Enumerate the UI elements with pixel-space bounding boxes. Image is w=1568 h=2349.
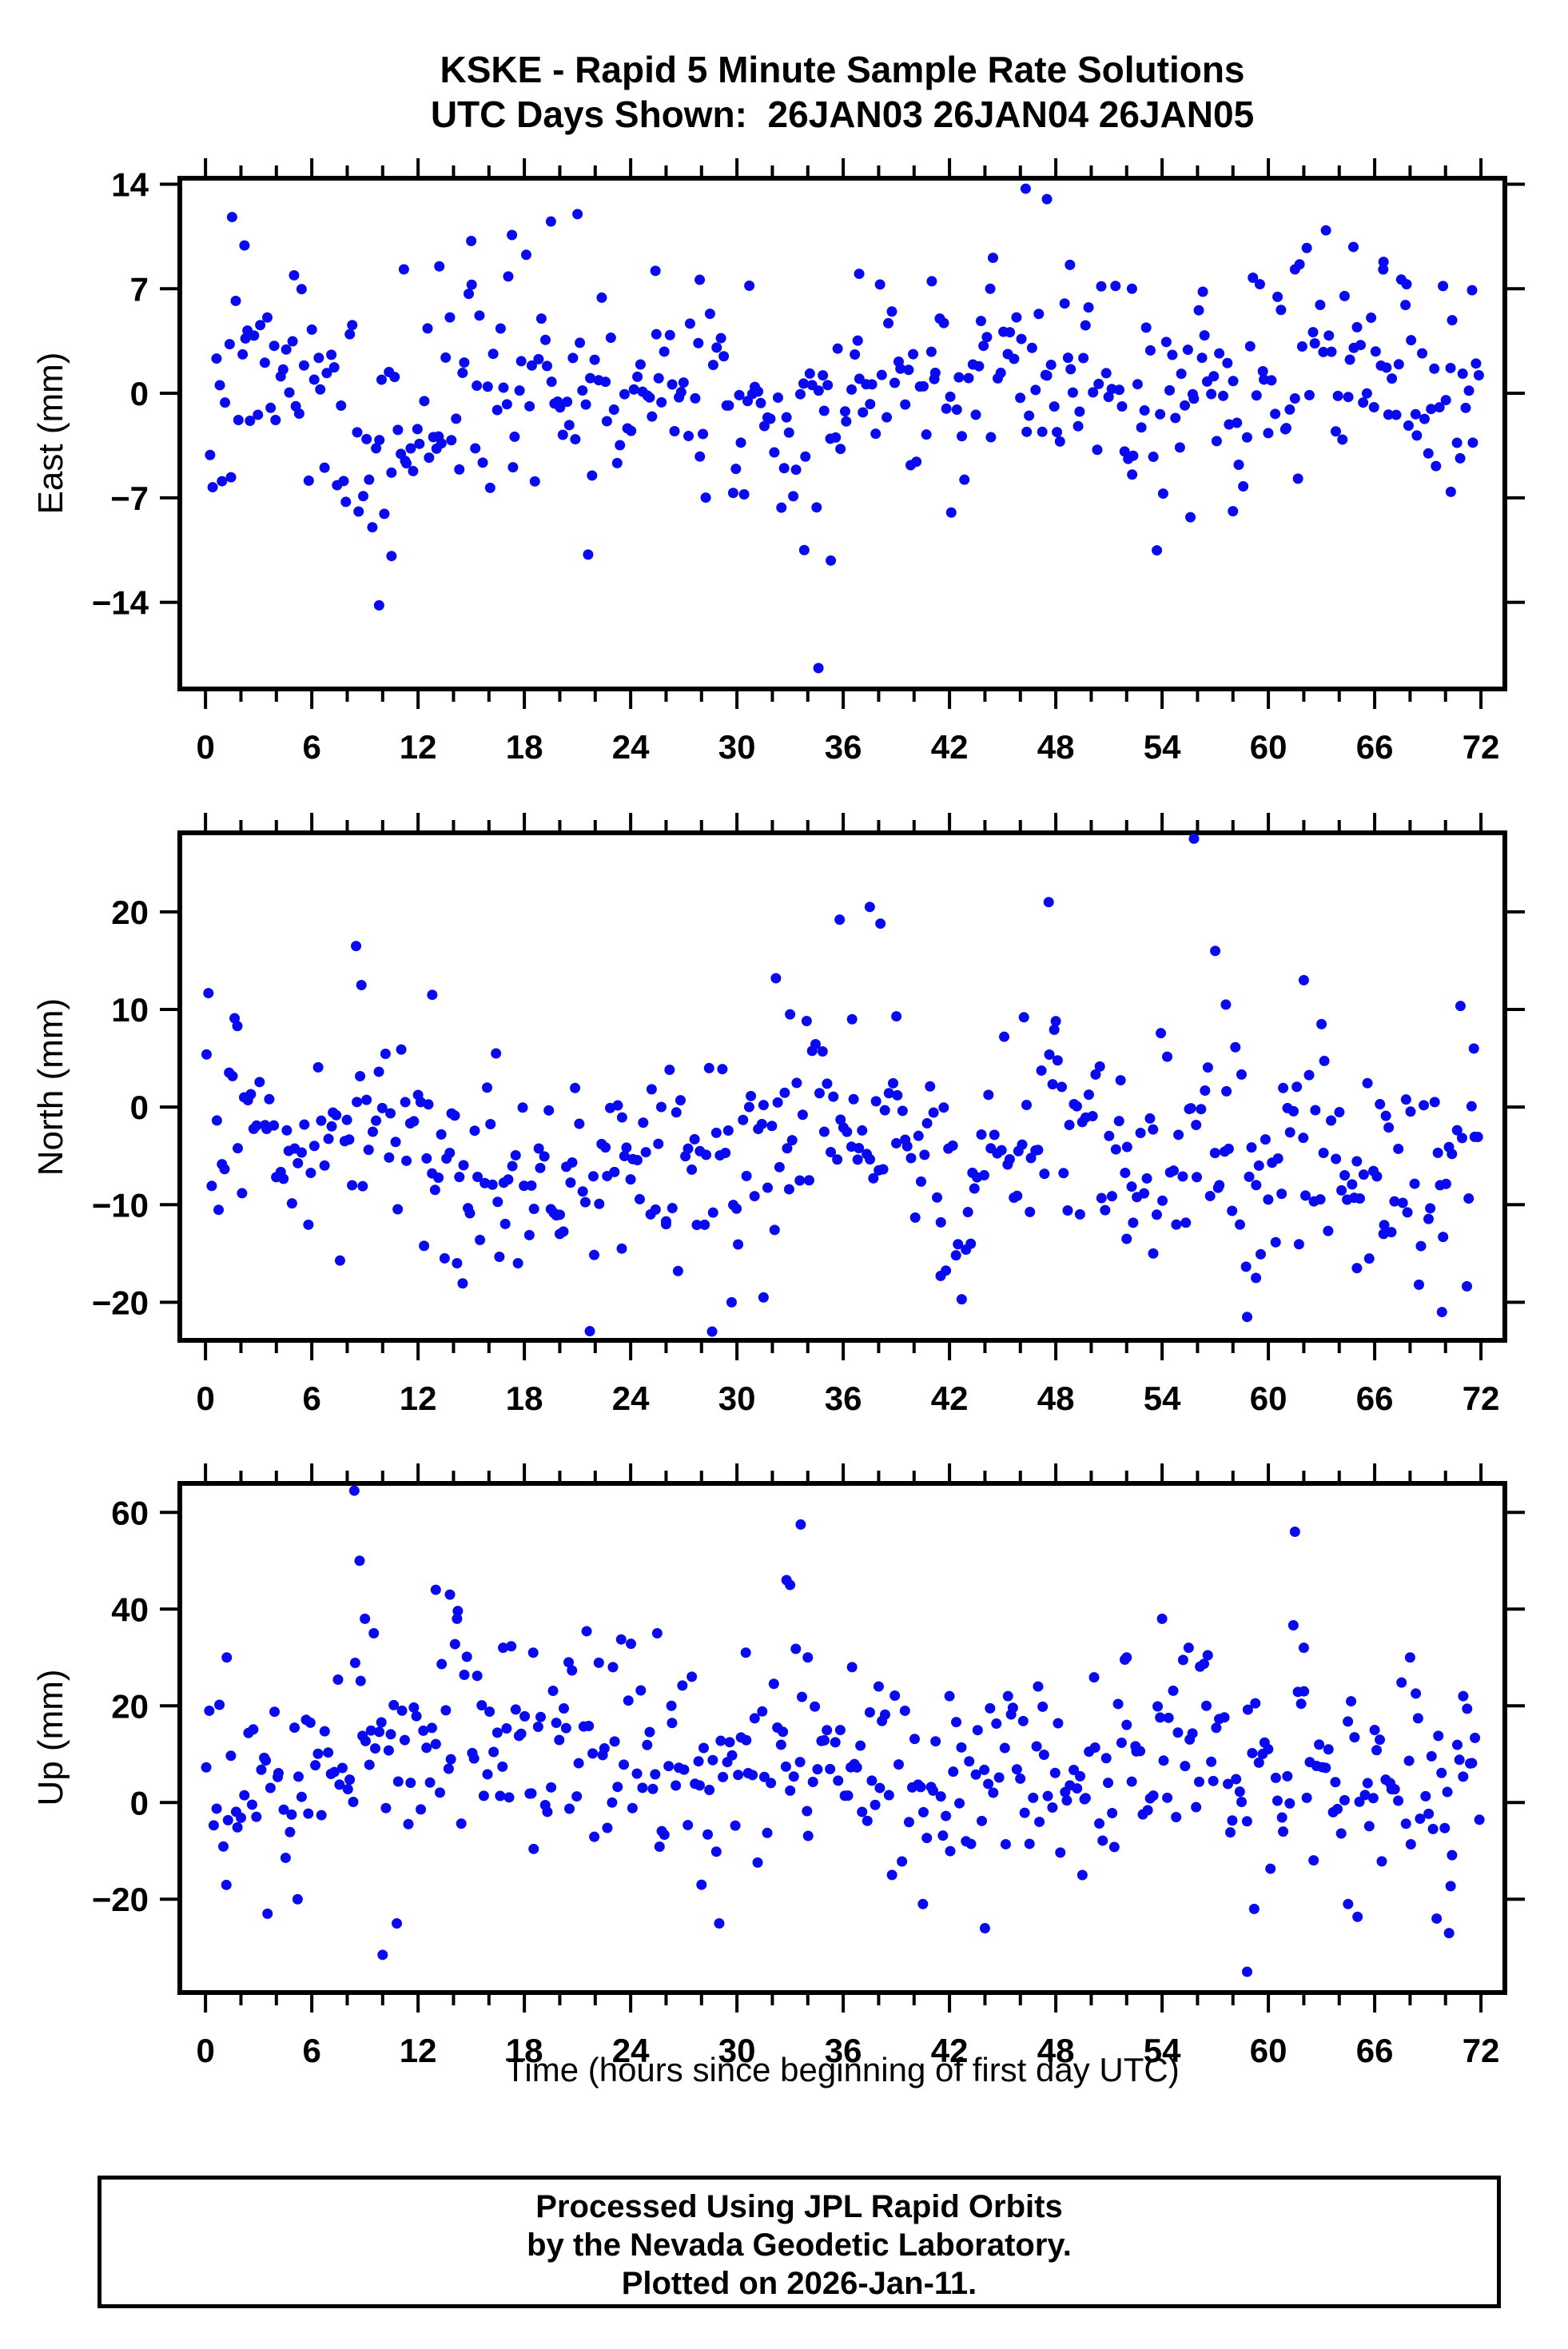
svg-text:66: 66: [1356, 1380, 1394, 1417]
svg-text:18: 18: [506, 728, 543, 766]
svg-text:20: 20: [111, 1687, 149, 1725]
svg-text:40: 40: [111, 1591, 149, 1628]
panel-east: 0 6 12 18 24 30 36 42 48 54 60 66 72 14 7 0 −7 −14: [92, 158, 1525, 766]
x-axis-title: Time (hours since beginning of first day…: [505, 2051, 1180, 2088]
svg-text:6: 6: [302, 1380, 320, 1417]
svg-text:0: 0: [196, 2032, 214, 2069]
svg-text:10: 10: [111, 991, 149, 1029]
svg-text:36: 36: [825, 1380, 862, 1417]
svg-text:−7: −7: [110, 480, 149, 517]
svg-text:30: 30: [718, 1380, 756, 1417]
svg-text:6: 6: [302, 728, 320, 766]
svg-text:18: 18: [506, 2032, 543, 2069]
y-axis-title-up: Up (mm): [31, 1669, 70, 1806]
svg-text:72: 72: [1463, 1380, 1500, 1417]
svg-text:14: 14: [111, 165, 149, 203]
svg-text:36: 36: [825, 2032, 862, 2069]
footer-line: Plotted on 2026-Jan-11.: [621, 2266, 977, 2301]
svg-text:18: 18: [506, 1380, 543, 1417]
svg-text:−20: −20: [92, 1284, 149, 1321]
svg-text:7: 7: [130, 270, 149, 308]
svg-text:60: 60: [111, 1494, 149, 1531]
svg-text:30: 30: [718, 728, 756, 766]
svg-text:54: 54: [1144, 1380, 1181, 1417]
svg-text:0: 0: [196, 728, 214, 766]
svg-text:24: 24: [612, 1380, 650, 1417]
svg-text:66: 66: [1356, 728, 1394, 766]
svg-text:54: 54: [1144, 728, 1181, 766]
svg-text:42: 42: [931, 728, 969, 766]
svg-text:0: 0: [130, 1784, 149, 1821]
svg-text:48: 48: [1037, 728, 1075, 766]
svg-text:24: 24: [612, 2032, 650, 2069]
svg-text:54: 54: [1144, 2032, 1181, 2069]
svg-text:0: 0: [196, 1380, 214, 1417]
panel-up: 0 6 12 18 24 30 36 42 48 54 60 66 72 60 40 20 0 −20: [92, 1463, 1525, 2069]
svg-text:−10: −10: [92, 1186, 149, 1224]
svg-text:−14: −14: [92, 584, 149, 622]
svg-text:36: 36: [825, 728, 862, 766]
svg-text:12: 12: [400, 728, 437, 766]
svg-text:60: 60: [1250, 1380, 1287, 1417]
y-axis-title-north: North (mm): [31, 997, 70, 1176]
svg-text:60: 60: [1250, 728, 1287, 766]
svg-text:0: 0: [130, 375, 149, 412]
svg-text:24: 24: [612, 728, 650, 766]
svg-text:72: 72: [1463, 2032, 1500, 2069]
panel-north: 0 6 12 18 24 30 36 42 48 54 60 66 72 20 10 0 −10 −20: [92, 813, 1525, 1417]
svg-text:−20: −20: [92, 1881, 149, 1918]
svg-text:60: 60: [1250, 2032, 1287, 2069]
page-title: KSKE - Rapid 5 Minute Sample Rate Soluti…: [440, 49, 1245, 90]
svg-text:42: 42: [931, 1380, 969, 1417]
svg-text:30: 30: [718, 2032, 756, 2069]
svg-text:42: 42: [931, 2032, 969, 2069]
svg-text:72: 72: [1463, 728, 1500, 766]
footer-credit-box: Processed Using JPL Rapid Orbits by the …: [98, 2176, 1501, 2308]
svg-text:48: 48: [1037, 2032, 1075, 2069]
page-subtitle: UTC Days Shown: 26JAN03 26JAN04 26JAN05: [430, 94, 1255, 135]
svg-text:0: 0: [130, 1089, 149, 1126]
svg-text:66: 66: [1356, 2032, 1394, 2069]
y-axis-title-east: East (mm): [31, 352, 70, 515]
footer-line: by the Nevada Geodetic Laboratory.: [527, 2228, 1072, 2263]
svg-text:6: 6: [302, 2032, 320, 2069]
svg-text:20: 20: [111, 894, 149, 931]
svg-text:48: 48: [1037, 1380, 1075, 1417]
footer-line: Processed Using JPL Rapid Orbits: [535, 2189, 1063, 2224]
svg-text:12: 12: [400, 2032, 437, 2069]
svg-text:12: 12: [400, 1380, 437, 1417]
